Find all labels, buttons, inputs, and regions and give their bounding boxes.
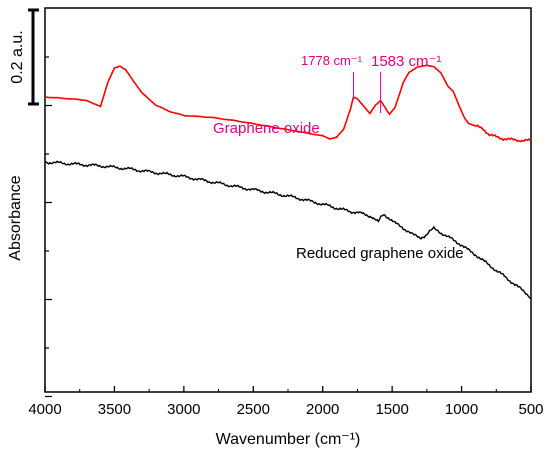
x-tick-label-2000: 2000	[306, 401, 339, 418]
series-label-reduced-graphene-oxide: Reduced graphene oxide	[296, 245, 464, 262]
y-axis-title: Absorbance	[7, 175, 24, 260]
peak-label-1778: 1778 cm⁻¹	[301, 53, 363, 68]
series-label-graphene-oxide: Graphene oxide	[213, 120, 320, 137]
series-line-graphene-oxide	[44, 64, 532, 143]
x-tick-label-1500: 1500	[375, 401, 408, 418]
x-axis-ticks: 4000 3500 3000 2500 2000 1500 1000 500	[28, 386, 544, 418]
y-axis-ticks	[45, 56, 52, 398]
x-tick-label-3500: 3500	[98, 401, 131, 418]
x-tick-label-4000: 4000	[28, 401, 61, 418]
series-line-reduced-graphene-oxide	[44, 160, 532, 299]
scale-bar-label: 0.2 a.u.	[9, 30, 26, 83]
x-tick-label-2500: 2500	[237, 401, 270, 418]
x-tick-label-500: 500	[518, 401, 543, 418]
plot-frame	[44, 7, 532, 393]
scale-bar: 0.2 a.u.	[9, 8, 39, 106]
x-tick-label-3000: 3000	[167, 401, 200, 418]
x-tick-label-1000: 1000	[445, 401, 478, 418]
x-axis-title: Wavenumber (cm⁻¹)	[216, 431, 361, 448]
peak-label-1583: 1583 cm⁻¹	[371, 53, 441, 70]
